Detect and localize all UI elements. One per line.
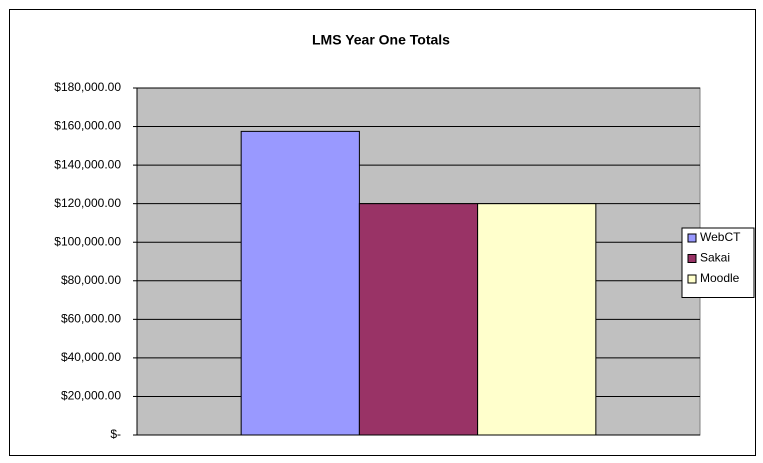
y-tick-label: $- xyxy=(110,427,121,441)
y-tick-label: $100,000.00 xyxy=(54,234,121,248)
legend-label: WebCT xyxy=(700,230,741,244)
legend-swatch xyxy=(687,254,697,263)
y-tick-label: $140,000.00 xyxy=(54,157,121,171)
y-tick-label: $60,000.00 xyxy=(61,312,121,326)
legend-swatch xyxy=(687,233,697,243)
chart-title: LMS Year One Totals xyxy=(312,32,450,48)
y-tick-label: $160,000.00 xyxy=(54,119,121,133)
bar xyxy=(477,203,597,436)
y-tick-label: $20,000.00 xyxy=(61,389,121,403)
legend-label: Moodle xyxy=(700,271,740,285)
y-tick-label: $80,000.00 xyxy=(61,273,121,287)
bar xyxy=(358,203,479,436)
bar xyxy=(240,130,360,436)
y-tick-label: $120,000.00 xyxy=(54,196,121,210)
y-tick-label: $180,000.00 xyxy=(54,80,121,94)
legend-swatch xyxy=(687,274,697,284)
legend-label: Sakai xyxy=(700,251,730,265)
y-tick-label: $40,000.00 xyxy=(61,350,121,364)
